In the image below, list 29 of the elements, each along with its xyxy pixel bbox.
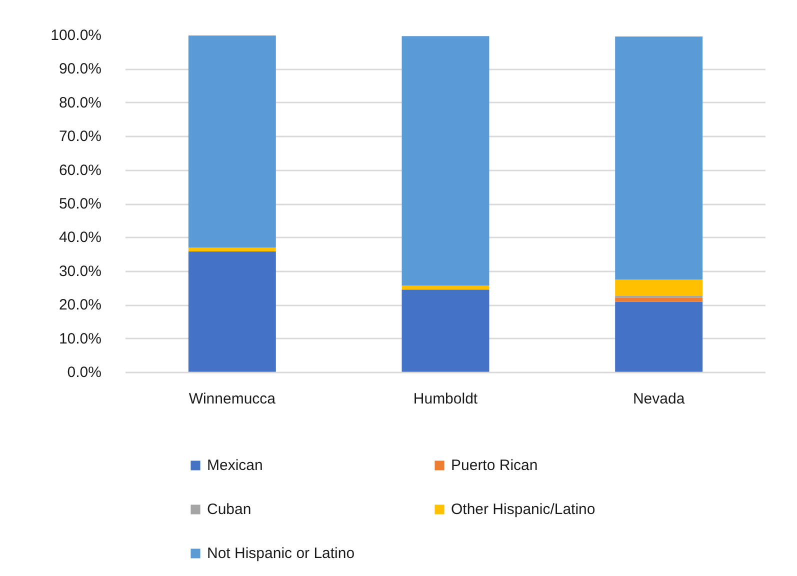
- x-tick-label: Humboldt: [413, 390, 478, 408]
- y-tick-label: 30.0%: [58, 262, 102, 280]
- legend-label: Not Hispanic or Latino: [207, 544, 356, 563]
- bar: [188, 252, 276, 372]
- legend-label: Puerto Rican: [451, 456, 539, 475]
- y-tick-label: 80.0%: [58, 94, 102, 112]
- bar: [615, 302, 703, 372]
- y-tick-label: 60.0%: [58, 162, 102, 179]
- y-tick-label: 90.0%: [58, 60, 102, 78]
- bar: [188, 247, 276, 252]
- y-tick-label: 40.0%: [58, 229, 102, 246]
- x-tick-label: Winnemucca: [188, 390, 276, 408]
- y-tick-label: 50.0%: [58, 196, 102, 212]
- legend-label: Cuban: [207, 500, 252, 519]
- bar: [615, 279, 703, 296]
- bar: [402, 290, 490, 372]
- bar: [402, 286, 490, 290]
- y-tick-label: 0.0%: [67, 364, 102, 381]
- y-tick-label: 10.0%: [58, 330, 102, 348]
- legend-label: Mexican: [207, 456, 264, 475]
- bar: [615, 36, 703, 280]
- y-tick-label: 20.0%: [58, 296, 102, 314]
- bar: [188, 36, 276, 248]
- y-tick-label: 70.0%: [58, 128, 102, 146]
- y-tick-label: 100.0%: [50, 27, 102, 44]
- bar: [615, 298, 703, 302]
- legend-label: Other Hispanic/Latino: [451, 500, 596, 519]
- x-tick-label: Nevada: [632, 390, 686, 408]
- bar: [402, 36, 490, 286]
